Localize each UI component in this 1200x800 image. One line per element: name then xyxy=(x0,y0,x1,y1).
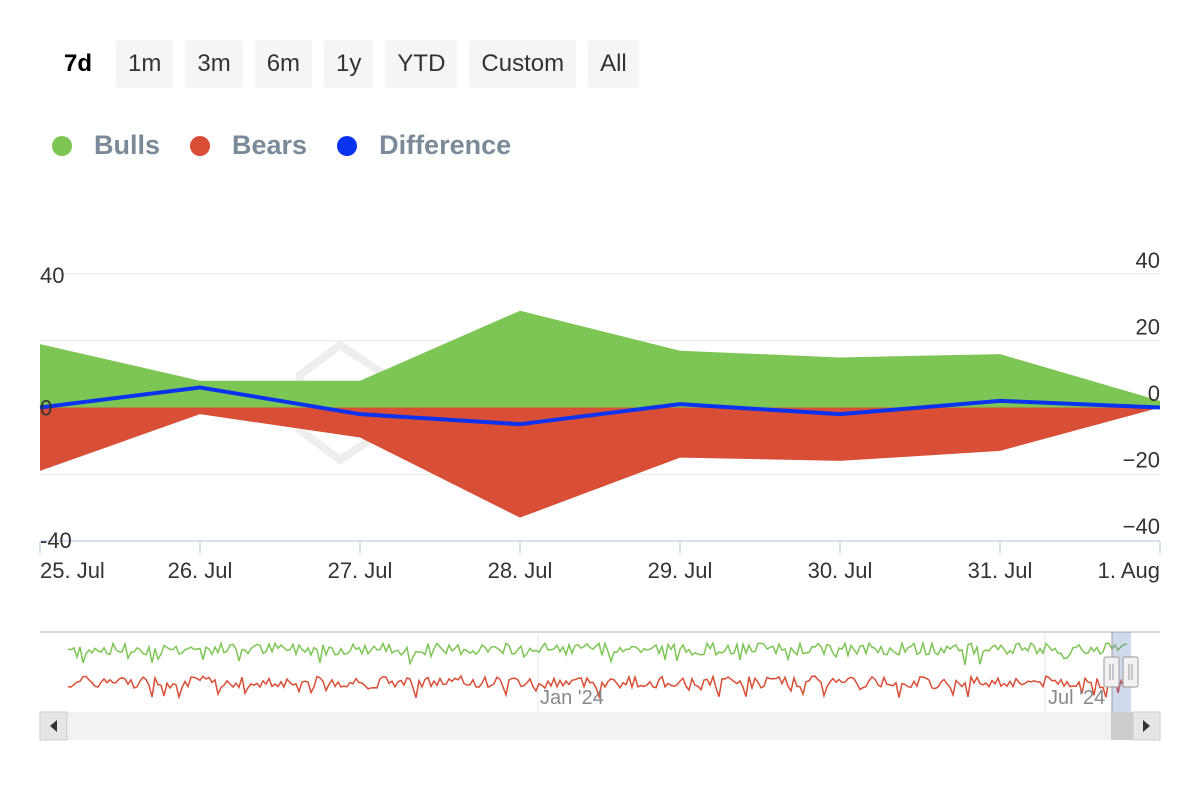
legend-dot-icon xyxy=(52,135,72,156)
bulls-area xyxy=(40,310,1160,408)
right-y-tick-label: 40 xyxy=(1136,248,1160,273)
x-tick-label: 26. Jul xyxy=(168,558,233,583)
legend-label: Bears xyxy=(232,130,308,160)
arrow-left-icon xyxy=(50,720,57,732)
scrollbar-right-button[interactable] xyxy=(1132,711,1161,741)
navigator-bulls-series xyxy=(67,640,1128,666)
arrow-right-icon xyxy=(1143,720,1150,732)
left-y-tick-label: -40 xyxy=(40,528,72,553)
difference-line xyxy=(39,385,1161,427)
x-tick-label: 25. Jul xyxy=(40,558,105,583)
range-button-6m[interactable]: 6m xyxy=(254,40,313,88)
x-tick-label: 31. Jul xyxy=(968,558,1033,583)
chart-legend: Bulls Bears Difference xyxy=(52,130,541,161)
range-button-all[interactable]: All xyxy=(588,40,639,88)
range-button-1m[interactable]: 1m xyxy=(116,40,174,88)
x-tick-label: 28. Jul xyxy=(488,558,553,583)
left-y-tick-label: 0 xyxy=(40,396,52,421)
x-tick-label: 29. Jul xyxy=(648,558,713,583)
x-tick-label: 27. Jul xyxy=(328,558,393,583)
range-button-1y[interactable]: 1y xyxy=(324,40,374,88)
legend-item-bears[interactable]: Bears xyxy=(190,130,307,161)
legend-label: Difference xyxy=(379,130,512,160)
navigator-left-handle[interactable] xyxy=(1103,656,1120,688)
legend-label: Bulls xyxy=(94,130,161,160)
left-y-tick-label: 40 xyxy=(40,263,64,288)
range-button-7d[interactable]: 7d xyxy=(64,50,93,77)
right-y-tick-label: −40 xyxy=(1123,514,1160,539)
range-button-custom[interactable]: Custom xyxy=(469,40,577,88)
navigator-bears-series xyxy=(67,674,1128,700)
navigator-selected-range[interactable] xyxy=(1112,632,1131,712)
navigator-date-label: Jul '24 xyxy=(1048,687,1105,709)
range-button-3m[interactable]: 3m xyxy=(185,40,243,88)
legend-dot-icon xyxy=(337,135,358,156)
bears-area xyxy=(40,407,1160,518)
right-y-tick-label: −20 xyxy=(1123,448,1160,473)
range-button-ytd[interactable]: YTD xyxy=(385,40,458,88)
right-y-tick-label: 20 xyxy=(1136,315,1160,340)
range-selector: 7d 1m 3m 6m 1y YTD Custom All xyxy=(52,40,651,88)
navigator-right-handle[interactable] xyxy=(1122,656,1139,688)
scrollbar-thumb[interactable] xyxy=(1111,712,1133,740)
legend-item-bulls[interactable]: Bulls xyxy=(52,130,160,161)
x-tick-label: 30. Jul xyxy=(808,558,873,583)
scrollbar-track[interactable] xyxy=(40,712,1160,740)
right-y-tick-label: 0 xyxy=(1148,381,1160,406)
x-tick-label: 1. Aug xyxy=(1098,558,1160,583)
legend-item-difference[interactable]: Difference xyxy=(337,130,511,161)
legend-dot-icon xyxy=(190,135,211,156)
navigator-date-label: Jan '24 xyxy=(540,687,604,709)
